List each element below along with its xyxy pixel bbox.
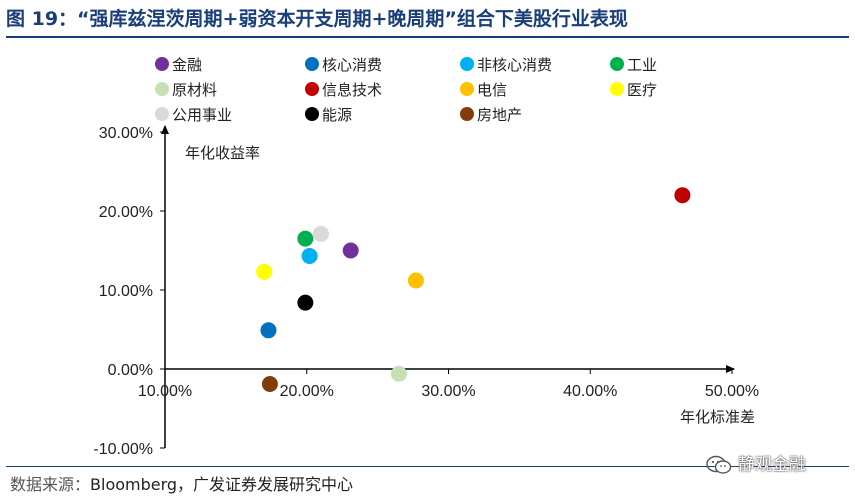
legend-item: 原材料 <box>155 81 217 99</box>
legend-item: 能源 <box>305 106 352 124</box>
legend-item: 非核心消费 <box>460 56 552 74</box>
y-tick-label: -10.00% <box>93 441 153 458</box>
legend-label: 电信 <box>477 81 507 99</box>
legend-marker <box>460 107 474 121</box>
x-tick-label: 30.00% <box>421 383 475 400</box>
legend-marker <box>460 57 474 71</box>
data-point <box>674 187 691 204</box>
data-point <box>312 225 329 242</box>
data-point <box>297 230 314 247</box>
legend-label: 医疗 <box>627 81 657 99</box>
legend-marker <box>305 57 319 71</box>
legend-label: 能源 <box>322 106 352 124</box>
legend-item: 信息技术 <box>305 81 382 99</box>
y-tick-label: 0.00% <box>108 362 153 379</box>
legend-item: 公用事业 <box>155 106 232 124</box>
legend-item: 核心消费 <box>305 56 382 74</box>
x-tick-label: 20.00% <box>280 383 334 400</box>
legend-label: 非核心消费 <box>477 56 552 74</box>
legend-item: 金融 <box>155 56 202 74</box>
y-tick-label: 20.00% <box>99 204 153 221</box>
y-axis-label: 年化收益率 <box>185 144 260 162</box>
legend-marker <box>305 82 319 96</box>
legend-item: 医疗 <box>610 81 657 99</box>
legend-marker <box>610 82 624 96</box>
x-axis-label: 年化标准差 <box>680 408 755 426</box>
legend-item: 电信 <box>460 81 507 99</box>
source-note: 数据来源：Bloomberg，广发证券发展研究中心 <box>10 472 353 498</box>
x-tick-label: 10.00% <box>138 383 192 400</box>
legend-label: 公用事业 <box>172 106 232 124</box>
legend-marker <box>305 107 319 121</box>
data-point <box>297 294 314 311</box>
data-point <box>342 242 359 259</box>
legend-item: 工业 <box>610 56 657 74</box>
chart-title: 图 19：“强库兹涅茨周期+弱资本开支周期+晚周期”组合下美股行业表现 <box>6 8 628 30</box>
source-label: 数据来源： <box>10 475 91 494</box>
watermark-text: 静观金融 <box>738 455 806 475</box>
legend-label: 金融 <box>172 56 202 74</box>
y-tick-label: 10.00% <box>99 283 153 300</box>
x-tick-label: 40.00% <box>563 383 617 400</box>
wechat-icon <box>706 452 732 478</box>
data-point <box>407 272 424 289</box>
legend-marker <box>610 57 624 71</box>
footer-divider <box>6 466 849 467</box>
watermark: 静观金融 <box>706 452 806 478</box>
legend-marker <box>460 82 474 96</box>
legend-label: 房地产 <box>477 106 522 124</box>
legend-marker <box>155 82 169 96</box>
data-point <box>390 365 407 382</box>
x-tick-label: 50.00% <box>705 383 759 400</box>
data-point <box>261 376 278 393</box>
data-point <box>256 263 273 280</box>
chart-axes <box>161 125 735 448</box>
legend-label: 原材料 <box>172 81 217 99</box>
legend-item: 房地产 <box>460 106 522 124</box>
y-tick-label: 30.00% <box>99 125 153 142</box>
legend-label: 核心消费 <box>322 56 382 74</box>
data-point <box>260 322 277 339</box>
legend-marker <box>155 107 169 121</box>
title-divider <box>6 36 849 38</box>
source-text: Bloomberg，广发证券发展研究中心 <box>90 475 354 494</box>
legend-label: 信息技术 <box>322 81 382 99</box>
legend-marker <box>155 57 169 71</box>
legend-label: 工业 <box>627 56 657 74</box>
data-points <box>256 187 691 393</box>
data-point <box>301 248 318 265</box>
